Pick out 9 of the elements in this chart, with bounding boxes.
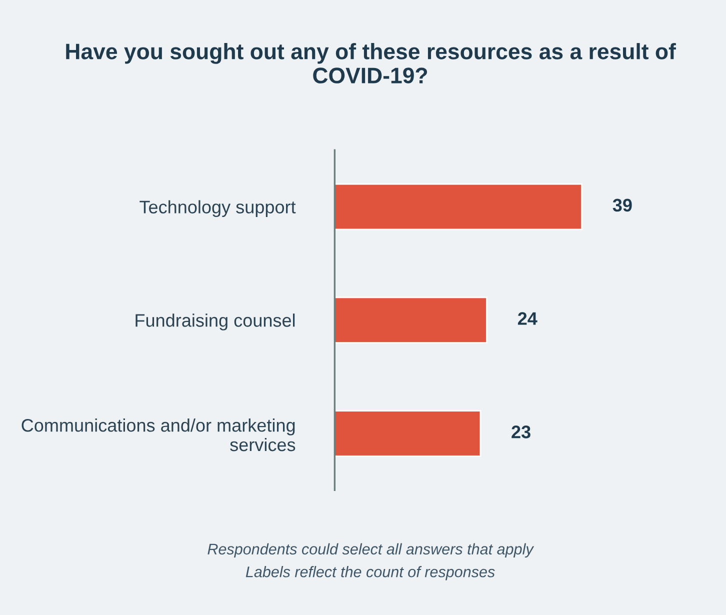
chart-title: Have you sought out any of these resources as a result of COVID-19? <box>66 43 676 84</box>
text: Respondents could select all answers that apply <box>208 543 534 558</box>
text: Labels reflect the count of responses <box>246 566 495 580</box>
data-label: 23 <box>512 426 530 438</box>
y-tick-label: Communications and/or marketing services <box>22 418 296 452</box>
data-label: 24 <box>518 312 538 325</box>
data-label: 39 <box>612 198 632 212</box>
y-tick-label: Technology support <box>140 200 296 218</box>
y-tick-label: Fundraising counsel <box>136 314 295 330</box>
